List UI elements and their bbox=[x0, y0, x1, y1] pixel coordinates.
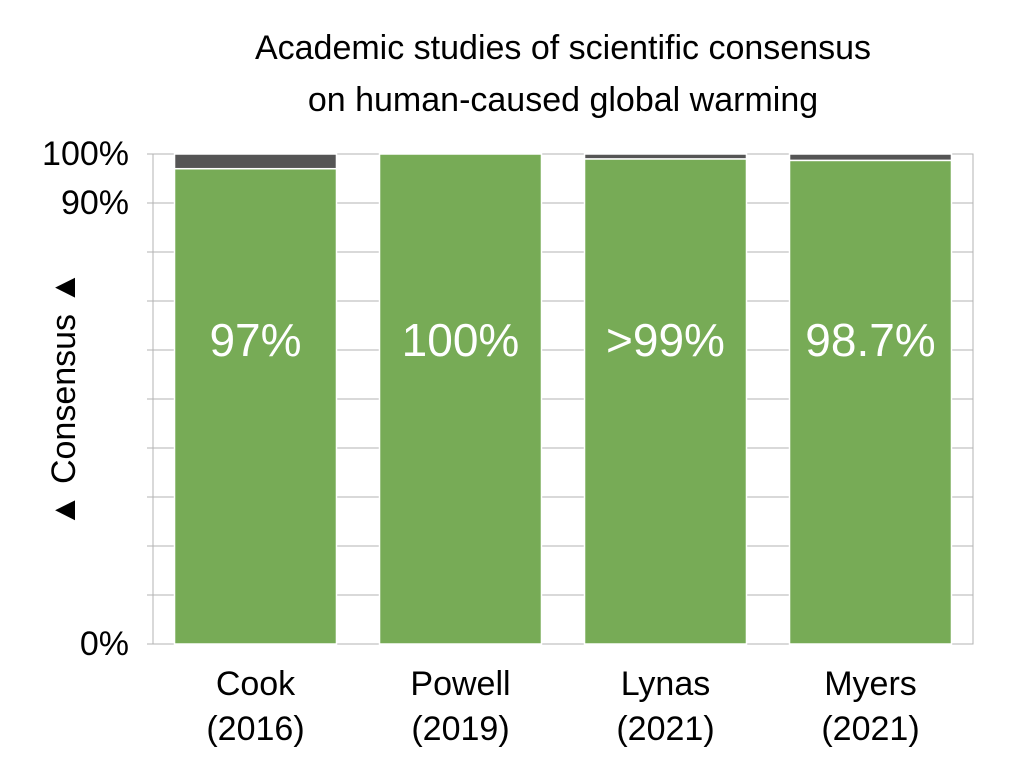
y-tick-label: 90% bbox=[61, 184, 129, 222]
data-label: 97% bbox=[209, 314, 301, 366]
data-label: >99% bbox=[606, 314, 725, 366]
bar-segment bbox=[378, 153, 543, 645]
bar-segment bbox=[788, 153, 953, 162]
plot-border bbox=[152, 153, 974, 645]
x-tick-label: (2016) bbox=[206, 710, 304, 748]
bar-segment bbox=[583, 158, 748, 645]
chart-title: on human-caused global warming bbox=[308, 81, 818, 119]
x-tick-label: (2021) bbox=[616, 710, 714, 748]
data-label: 100% bbox=[402, 314, 520, 366]
x-tick-label: Lynas bbox=[621, 665, 710, 703]
bar-segment bbox=[583, 153, 748, 160]
x-tick-label: Cook bbox=[216, 665, 296, 703]
x-tick-label: Powell bbox=[410, 665, 510, 703]
x-tick-label: (2021) bbox=[821, 710, 919, 748]
bar-segment bbox=[173, 153, 338, 170]
y-tick-label: 100% bbox=[42, 135, 129, 173]
y-axis-label: ▲ Consensus ▲ bbox=[45, 271, 83, 527]
chart-title: Academic studies of scientific consensus bbox=[255, 29, 871, 67]
bar-segment bbox=[173, 167, 338, 645]
x-tick-label: Myers bbox=[824, 665, 917, 703]
data-label: 98.7% bbox=[805, 314, 935, 366]
y-tick-label: 0% bbox=[80, 625, 129, 663]
bar-segment bbox=[788, 159, 953, 645]
x-tick-label: (2019) bbox=[411, 710, 509, 748]
